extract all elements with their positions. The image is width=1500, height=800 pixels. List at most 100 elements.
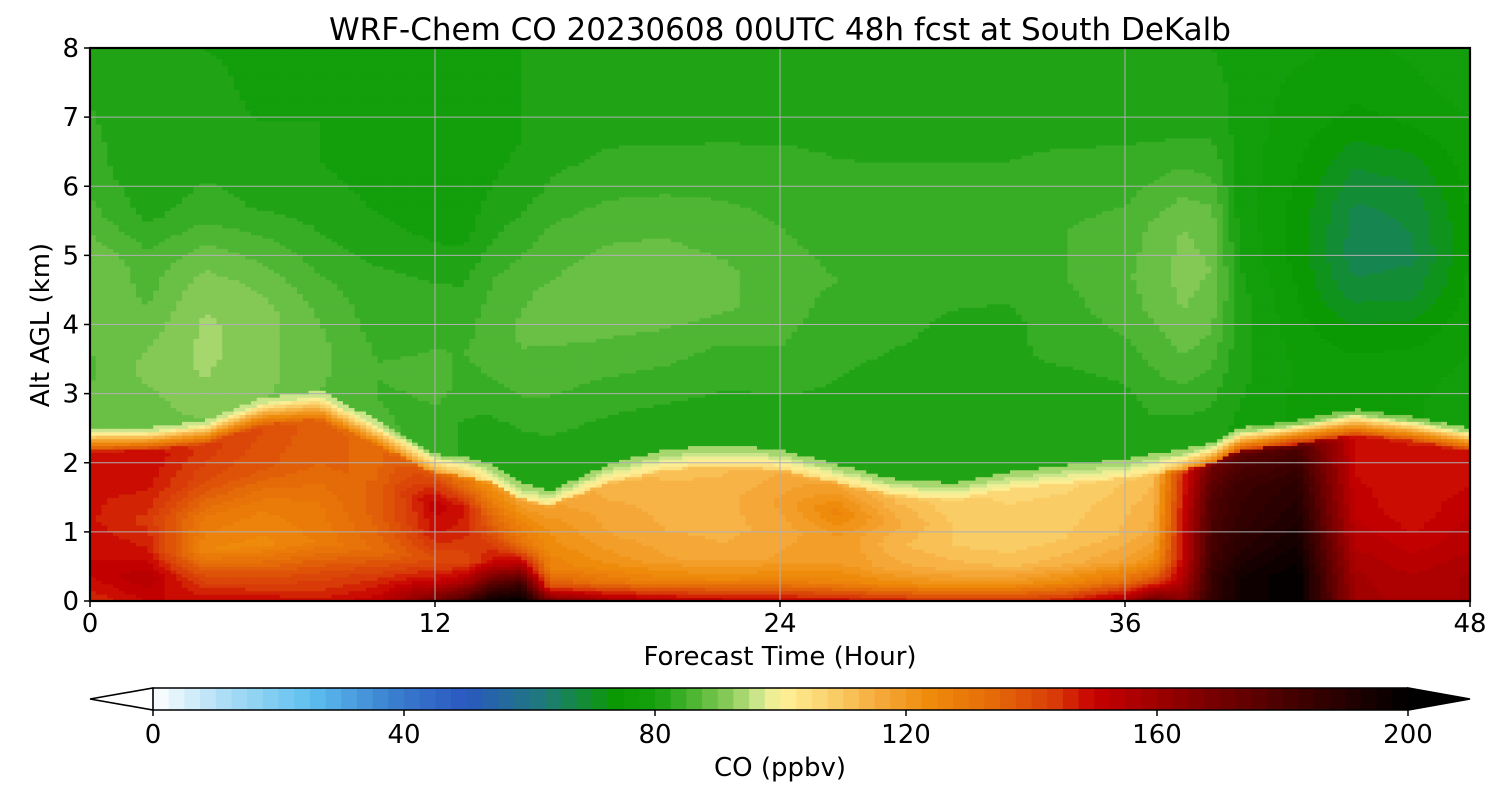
field-cell [199, 549, 206, 554]
field-cell [233, 483, 241, 488]
field-cell [101, 462, 108, 467]
field-cell [124, 331, 131, 336]
field-cell [245, 245, 252, 250]
field-cell [107, 231, 114, 236]
field-cell [90, 203, 97, 208]
field-cell [176, 193, 183, 198]
field-cell [251, 407, 258, 412]
field-cell [239, 521, 246, 526]
field-cell [228, 255, 235, 260]
field-cell [239, 400, 246, 405]
field-cell [147, 559, 154, 564]
field-cell [239, 106, 246, 111]
field-cell [159, 397, 166, 402]
field-cell [90, 134, 97, 139]
field-cell [251, 279, 258, 284]
field-cell [170, 573, 177, 578]
field-cell [210, 327, 218, 333]
field-cell [256, 193, 264, 198]
field-cell [268, 493, 275, 498]
field-cell [210, 542, 218, 547]
field-cell [187, 514, 195, 519]
field-cell [182, 54, 189, 59]
field-cell [239, 417, 246, 422]
field-cell [147, 148, 154, 153]
field-cell [136, 476, 143, 481]
field-cell [107, 334, 114, 339]
field-cell [141, 224, 149, 229]
field-cell [107, 531, 114, 536]
field-cell [251, 435, 258, 440]
field-cell [101, 289, 108, 294]
field-cell [199, 552, 206, 557]
field-cell [113, 200, 120, 205]
field-cell [95, 213, 103, 218]
field-cell [147, 269, 154, 274]
field-cell [222, 414, 229, 419]
field-cell [170, 369, 177, 374]
field-cell [262, 103, 269, 108]
field-cell [228, 524, 235, 530]
field-cell [159, 424, 166, 429]
field-cell [222, 383, 229, 388]
field-cell [228, 276, 235, 281]
field-cell [101, 65, 108, 70]
field-cell [164, 552, 172, 557]
field-cell [193, 276, 200, 281]
field-cell [147, 362, 154, 367]
field-cell [187, 383, 195, 388]
field-cell [210, 386, 218, 391]
field-cell [182, 562, 189, 568]
field-cell [256, 424, 264, 429]
field-cell [199, 265, 206, 270]
field-cell [124, 390, 131, 395]
field-cell [118, 583, 126, 588]
field-cell [222, 75, 229, 80]
field-cell [101, 175, 108, 180]
field-cell [187, 407, 195, 412]
field-cell [101, 89, 108, 94]
field-cell [222, 424, 229, 429]
field-cell [95, 400, 103, 405]
field-cell [95, 556, 103, 561]
field-cell [182, 265, 189, 270]
field-cell [101, 535, 108, 540]
field-cell [239, 538, 246, 543]
field-cell [153, 524, 160, 530]
field-cell [182, 524, 189, 530]
field-cell [107, 189, 114, 194]
field-cell [176, 459, 183, 464]
field-cell [170, 206, 177, 212]
field-cell [141, 241, 149, 246]
field-cell [159, 569, 166, 574]
field-cell [210, 535, 218, 540]
field-cell [233, 283, 241, 288]
field-cell [256, 597, 264, 601]
field-cell [256, 383, 264, 388]
field-cell [245, 65, 252, 70]
field-cell [210, 365, 218, 371]
field-cell [170, 576, 177, 581]
field-cell [182, 359, 189, 364]
field-cell [256, 397, 264, 402]
field-cell [118, 549, 126, 554]
field-cell [107, 476, 114, 481]
field-cell [130, 72, 137, 77]
field-cell [222, 72, 229, 77]
field-cell [164, 345, 172, 350]
field-cell [130, 117, 137, 122]
field-cell [176, 576, 183, 581]
field-cell [187, 324, 195, 329]
field-cell [107, 48, 114, 53]
field-cell [262, 473, 269, 478]
field-cell [164, 490, 172, 495]
field-cell [176, 524, 183, 530]
field-cell [222, 459, 229, 464]
field-cell [176, 345, 183, 350]
field-cell [136, 186, 143, 191]
field-cell [153, 151, 160, 156]
field-cell [130, 272, 137, 277]
field-cell [228, 151, 235, 156]
field-cell [245, 476, 252, 481]
field-cell [193, 193, 200, 198]
